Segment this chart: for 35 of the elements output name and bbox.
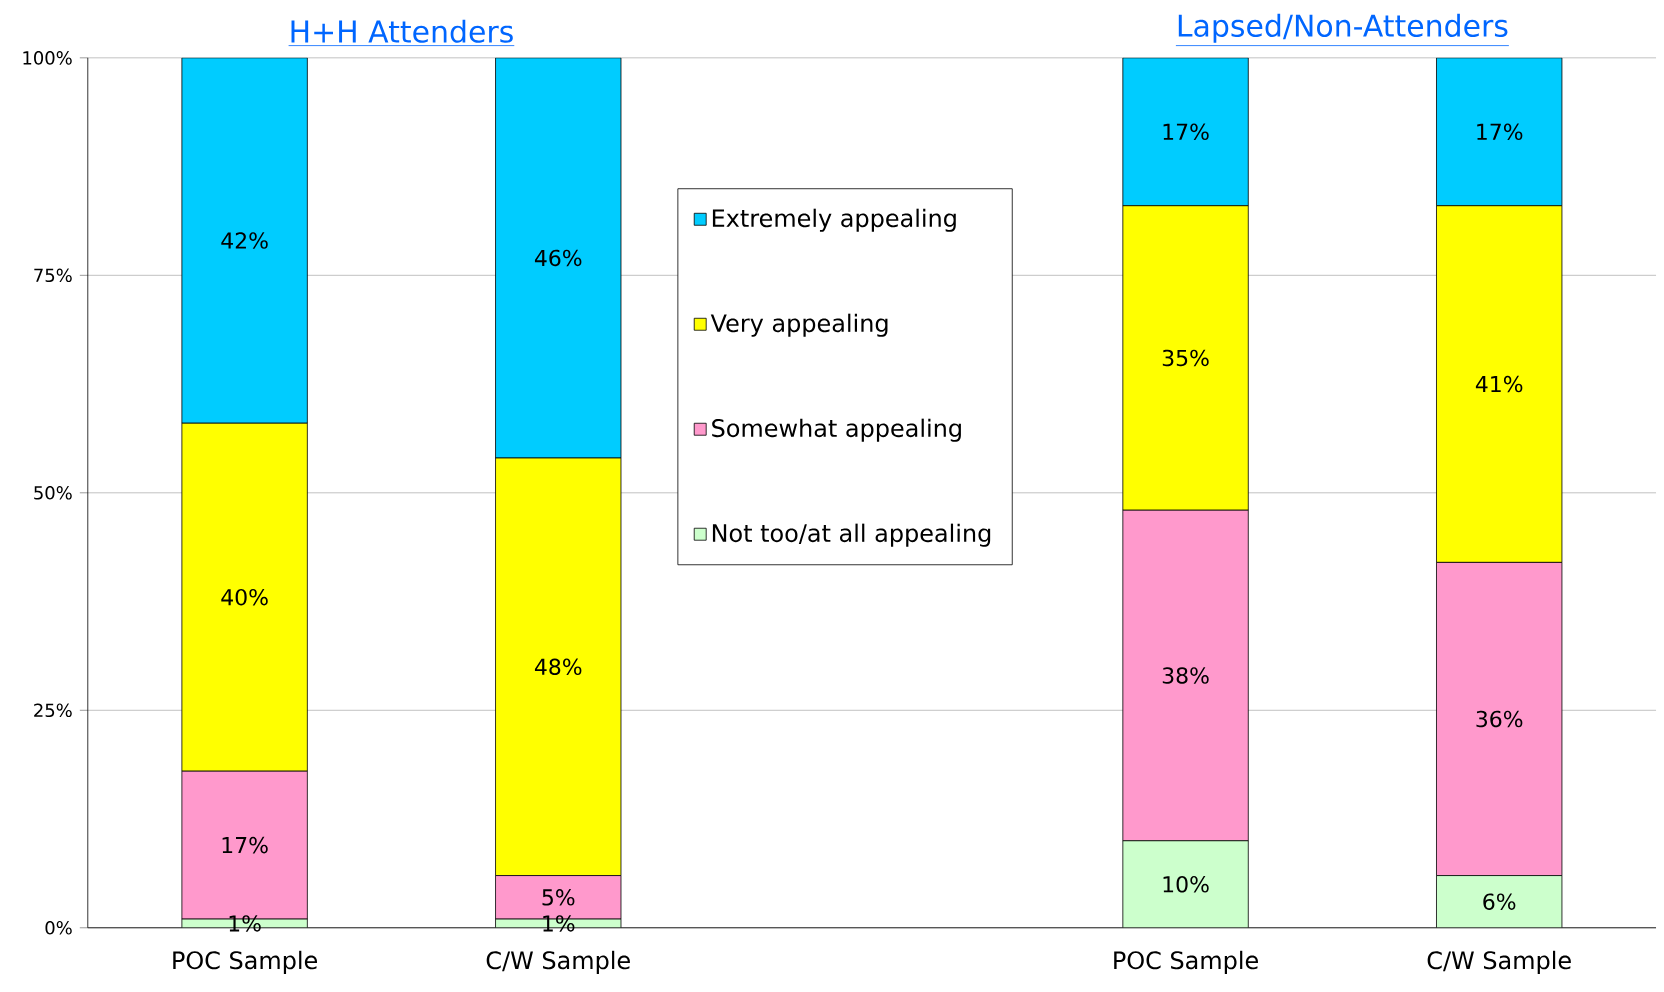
bar (1436, 875, 1563, 928)
data-label: 41% (1475, 375, 1523, 393)
data-label: 36% (1476, 710, 1523, 728)
text: Lapsed/Non-Attenders (1178, 14, 1508, 43)
data-label: 6% (1483, 893, 1516, 911)
data-label: 46% (534, 249, 582, 267)
x-tick-label: POC Sample (1114, 950, 1258, 975)
legend-label: Somewhat appealing (712, 418, 961, 442)
data-label: 38% (1162, 667, 1209, 684)
data-label: 48% (534, 658, 582, 676)
bar (495, 58, 622, 459)
data-label: 42% (221, 232, 268, 250)
y-tick-label: 0% (45, 921, 72, 935)
data-label: 10% (1163, 876, 1209, 893)
bar (1122, 58, 1249, 207)
y-tick-label: 50% (34, 486, 72, 500)
bar (1122, 840, 1249, 928)
data-label: 40% (221, 589, 268, 606)
text: H+H Attenders (291, 19, 513, 44)
data-label: 35% (1162, 349, 1209, 367)
data-label: 17% (1477, 123, 1523, 141)
y-tick-label: 100% (23, 51, 72, 65)
legend-label: Not too/at all appealing (712, 523, 991, 547)
x-tick-label: C/W Sample (1427, 950, 1571, 975)
data-label: 17% (1163, 123, 1209, 141)
legend-label: Very appealing (710, 313, 888, 338)
y-tick-label: 75% (34, 268, 72, 283)
bar (181, 58, 308, 424)
data-label: 17% (222, 837, 268, 854)
bar (1436, 58, 1563, 207)
y-tick-label: 25% (34, 703, 72, 718)
data-label: 5% (542, 889, 575, 906)
x-tick-label: C/W Sample (486, 950, 630, 975)
legend-label: Extremely appealing (712, 208, 956, 233)
x-tick-label: POC Sample (173, 950, 318, 975)
